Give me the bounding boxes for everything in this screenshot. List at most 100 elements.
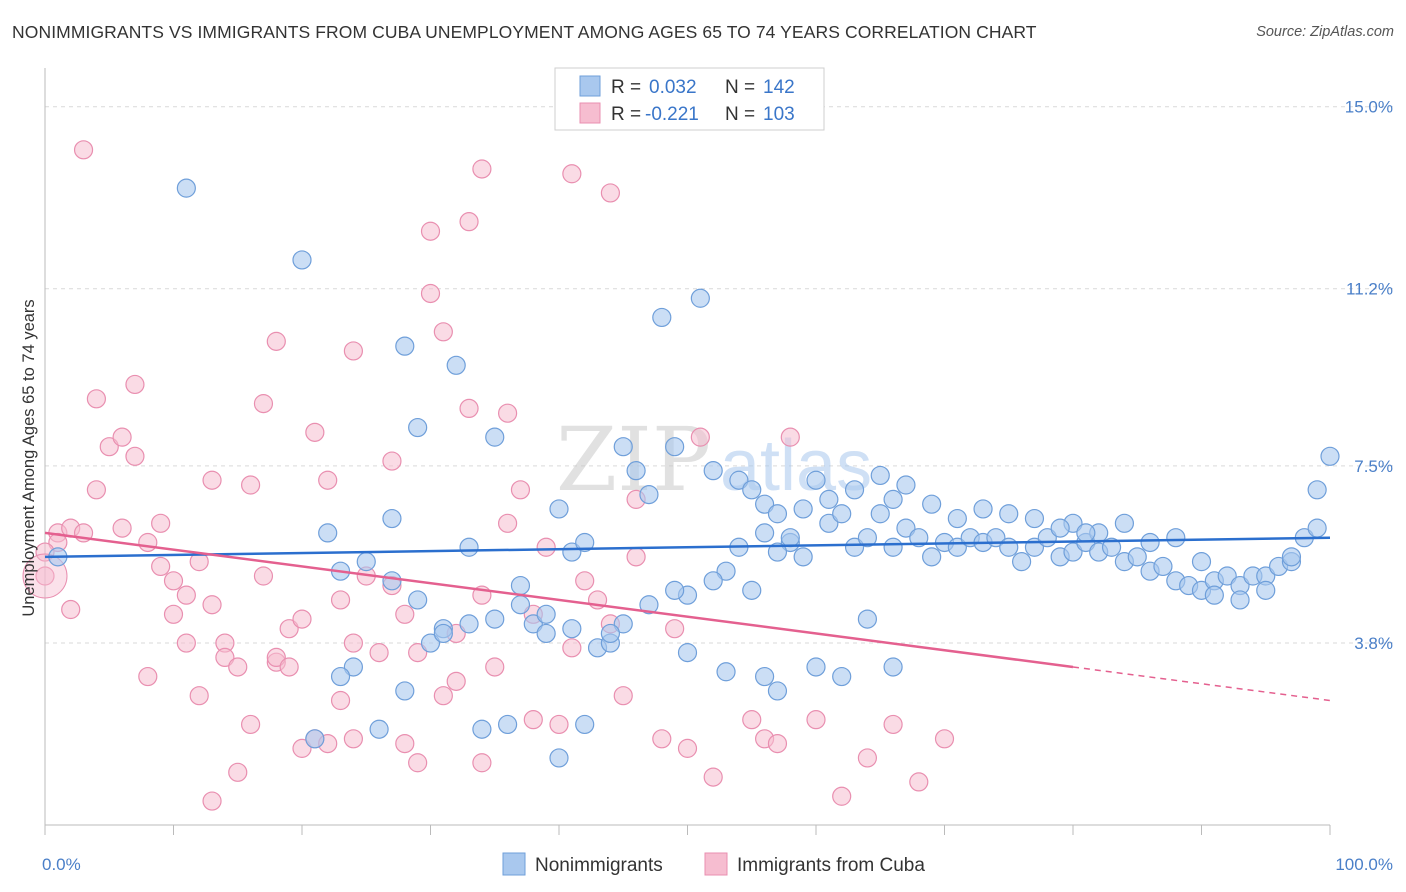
- data-point-nonimmigrants: [767, 504, 788, 524]
- data-point-immigrants-from-cuba: [498, 403, 518, 423]
- x-tick-label: 100.0%: [1335, 855, 1393, 874]
- data-point-nonimmigrants: [1307, 518, 1327, 538]
- y-tick-labels: 3.8% 7.5% 11.2% 15.0%: [1345, 98, 1393, 653]
- data-point-immigrants-from-cuba: [395, 604, 415, 624]
- data-point-nonimmigrants: [510, 595, 531, 615]
- data-point-immigrants-from-cuba: [228, 657, 248, 677]
- data-point-immigrants-from-cuba: [125, 446, 145, 466]
- trend-line-immigrants-from-cuba: [44, 531, 1074, 669]
- y-tick-label: 15.0%: [1345, 98, 1393, 117]
- data-point-nonimmigrants: [549, 748, 569, 768]
- data-point-immigrants-from-cuba: [330, 690, 351, 711]
- data-point-nonimmigrants: [832, 504, 852, 524]
- legend-r-value-2: -0.221: [645, 104, 699, 125]
- legend-n-value-2: 103: [763, 104, 795, 125]
- legend-n-label-2: N =: [725, 104, 755, 125]
- data-point-immigrants-from-cuba: [562, 164, 582, 184]
- data-point-nonimmigrants: [485, 427, 505, 447]
- data-point-nonimmigrants: [703, 461, 723, 481]
- legend-swatch-pink: [579, 102, 601, 124]
- data-point-nonimmigrants: [1230, 590, 1250, 610]
- data-point-nonimmigrants: [767, 542, 788, 562]
- data-point-nonimmigrants: [716, 561, 736, 581]
- data-point-immigrants-from-cuba: [266, 331, 286, 351]
- series-nonimmigrants: [48, 178, 1340, 768]
- data-point-nonimmigrants: [395, 681, 415, 701]
- data-point-immigrants-from-cuba: [318, 470, 338, 490]
- data-point-immigrants-from-cuba: [665, 619, 685, 639]
- data-point-nonimmigrants: [1153, 556, 1173, 577]
- data-point-nonimmigrants: [652, 307, 672, 328]
- data-point-nonimmigrants: [883, 657, 903, 677]
- data-point-nonimmigrants: [947, 508, 967, 529]
- data-point-nonimmigrants: [613, 437, 633, 457]
- data-point-immigrants-from-cuba: [202, 470, 222, 490]
- data-point-nonimmigrants: [562, 619, 582, 639]
- data-point-immigrants-from-cuba: [279, 657, 299, 677]
- legend-r-label-1: R =: [611, 77, 641, 98]
- data-point-nonimmigrants: [600, 623, 621, 644]
- x-tick-label: 0.0%: [42, 855, 81, 874]
- data-point-nonimmigrants: [523, 614, 543, 634]
- data-point-nonimmigrants: [498, 714, 518, 735]
- data-point-nonimmigrants: [922, 494, 942, 514]
- data-point-immigrants-from-cuba: [780, 427, 800, 447]
- data-point-immigrants-from-cuba: [228, 762, 248, 782]
- trend-line-nonimmigrants: [44, 536, 1331, 559]
- data-point-immigrants-from-cuba: [600, 183, 621, 203]
- data-point-immigrants-from-cuba: [292, 738, 312, 758]
- data-point-immigrants-from-cuba: [767, 733, 788, 754]
- data-point-immigrants-from-cuba: [575, 571, 595, 591]
- data-point-immigrants-from-cuba: [677, 738, 698, 758]
- data-point-nonimmigrants: [536, 623, 556, 644]
- data-point-nonimmigrants: [408, 417, 428, 438]
- data-point-nonimmigrants: [382, 571, 402, 591]
- data-point-nonimmigrants: [1050, 518, 1070, 538]
- data-point-nonimmigrants: [819, 489, 839, 509]
- data-point-nonimmigrants: [330, 666, 351, 687]
- data-point-nonimmigrants: [793, 547, 813, 567]
- chart-title: NONIMMIGRANTS VS IMMIGRANTS FROM CUBA UN…: [12, 22, 1037, 42]
- data-point-nonimmigrants: [369, 719, 389, 739]
- data-point-nonimmigrants: [1101, 537, 1122, 557]
- data-point-immigrants-from-cuba: [151, 513, 171, 533]
- bottom-legend-swatch-blue: [502, 852, 526, 876]
- data-point-immigrants-from-cuba: [498, 513, 518, 533]
- data-point-immigrants-from-cuba: [742, 710, 762, 730]
- data-point-immigrants-from-cuba: [86, 480, 107, 500]
- data-point-nonimmigrants: [922, 547, 942, 567]
- data-point-nonimmigrants: [806, 657, 826, 677]
- data-point-nonimmigrants: [510, 575, 531, 596]
- data-point-nonimmigrants: [1114, 513, 1135, 533]
- data-point-nonimmigrants: [742, 480, 762, 500]
- data-point-nonimmigrants: [446, 355, 466, 375]
- data-point-immigrants-from-cuba: [253, 566, 274, 586]
- data-point-nonimmigrants: [857, 528, 878, 548]
- data-point-immigrants-from-cuba: [472, 753, 492, 773]
- data-point-nonimmigrants: [1140, 532, 1160, 553]
- data-point-nonimmigrants: [870, 504, 890, 524]
- data-point-immigrants-from-cuba: [330, 590, 351, 610]
- bottom-legend: Nonimmigrants Immigrants from Cuba: [502, 852, 925, 876]
- data-point-immigrants-from-cuba: [86, 389, 107, 409]
- data-point-nonimmigrants: [639, 484, 659, 505]
- data-point-immigrants-from-cuba: [485, 657, 505, 677]
- data-point-immigrants-from-cuba: [459, 212, 479, 232]
- data-point-nonimmigrants: [806, 470, 826, 490]
- data-point-nonimmigrants: [292, 250, 312, 270]
- data-point-immigrants-from-cuba: [433, 322, 453, 342]
- data-point-immigrants-from-cuba: [857, 748, 878, 768]
- data-point-nonimmigrants: [536, 604, 556, 624]
- data-point-nonimmigrants: [999, 537, 1019, 557]
- data-point-nonimmigrants: [1307, 480, 1327, 500]
- data-point-immigrants-from-cuba: [125, 374, 145, 395]
- data-point-nonimmigrants: [382, 508, 402, 529]
- data-point-immigrants-from-cuba: [510, 480, 531, 500]
- data-point-immigrants-from-cuba: [112, 518, 132, 538]
- bottom-legend-nonimmigrants: Nonimmigrants: [535, 855, 663, 876]
- data-point-nonimmigrants: [857, 609, 878, 629]
- data-point-immigrants-from-cuba: [292, 609, 312, 629]
- data-point-nonimmigrants: [703, 571, 723, 591]
- data-point-immigrants-from-cuba: [613, 686, 633, 706]
